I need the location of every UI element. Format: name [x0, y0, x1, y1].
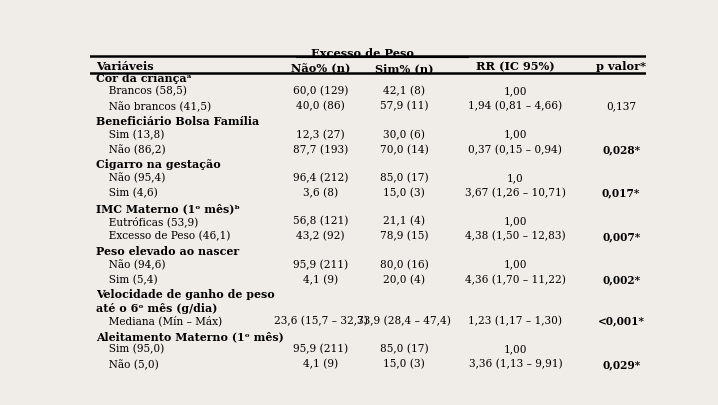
Text: Excesso de Peso (46,1): Excesso de Peso (46,1) [102, 231, 230, 242]
Text: até o 6ᵒ mês (g/dia): até o 6ᵒ mês (g/dia) [96, 303, 218, 313]
Text: 85,0 (17): 85,0 (17) [380, 173, 429, 183]
Text: 96,4 (212): 96,4 (212) [293, 173, 348, 183]
Text: Cigarro na gestação: Cigarro na gestação [96, 160, 221, 171]
Text: Cor da criançaᵃ: Cor da criançaᵃ [96, 73, 192, 84]
Text: 30,0 (6): 30,0 (6) [383, 130, 425, 140]
Text: 4,1 (9): 4,1 (9) [303, 359, 338, 370]
Text: 33,9 (28,4 – 47,4): 33,9 (28,4 – 47,4) [358, 316, 451, 326]
Text: Mediana (Mín – Máx): Mediana (Mín – Máx) [102, 316, 222, 326]
Text: 56,8 (121): 56,8 (121) [293, 216, 348, 226]
Text: 78,9 (15): 78,9 (15) [380, 231, 429, 242]
Text: Sim (13,8): Sim (13,8) [102, 130, 164, 140]
Text: Variáveis: Variáveis [96, 61, 154, 72]
Text: Sim (4,6): Sim (4,6) [102, 188, 158, 198]
Text: 80,0 (16): 80,0 (16) [380, 260, 429, 270]
Text: p valor*: p valor* [596, 61, 646, 72]
Text: Não (5,0): Não (5,0) [102, 359, 159, 370]
Text: Não (95,4): Não (95,4) [102, 173, 165, 183]
Text: 60,0 (129): 60,0 (129) [293, 86, 348, 96]
Text: 21,1 (4): 21,1 (4) [383, 216, 425, 226]
Text: Não brancos (41,5): Não brancos (41,5) [102, 101, 211, 112]
Text: 0,007*: 0,007* [602, 231, 640, 242]
Text: 70,0 (14): 70,0 (14) [380, 145, 429, 155]
Text: 4,38 (1,50 – 12,83): 4,38 (1,50 – 12,83) [465, 231, 566, 242]
Text: Beneficiário Bolsa Família: Beneficiário Bolsa Família [96, 116, 260, 127]
Text: 0,002*: 0,002* [602, 274, 640, 286]
Text: <0,001*: <0,001* [597, 315, 645, 327]
Text: IMC Materno (1ᵒ mês)ᵇ: IMC Materno (1ᵒ mês)ᵇ [96, 203, 241, 214]
Text: 4,1 (9): 4,1 (9) [303, 275, 338, 285]
Text: 23,6 (15,7 – 32,7): 23,6 (15,7 – 32,7) [274, 316, 368, 326]
Text: 0,017*: 0,017* [602, 188, 640, 198]
Text: 4,36 (1,70 – 11,22): 4,36 (1,70 – 11,22) [465, 275, 566, 285]
Text: 95,9 (211): 95,9 (211) [293, 260, 348, 270]
Text: 1,0: 1,0 [507, 173, 524, 183]
Text: Não% (n): Não% (n) [291, 63, 350, 75]
Text: 0,029*: 0,029* [602, 359, 640, 370]
Text: 0,37 (0,15 – 0,94): 0,37 (0,15 – 0,94) [469, 145, 562, 155]
Text: 1,94 (0,81 – 4,66): 1,94 (0,81 – 4,66) [468, 101, 562, 112]
Text: 1,23 (1,17 – 1,30): 1,23 (1,17 – 1,30) [468, 316, 562, 326]
Text: Não (86,2): Não (86,2) [102, 145, 166, 155]
Text: 3,67 (1,26 – 10,71): 3,67 (1,26 – 10,71) [465, 188, 566, 198]
Text: 3,6 (8): 3,6 (8) [303, 188, 338, 198]
Text: 57,9 (11): 57,9 (11) [380, 101, 429, 112]
Text: Brancos (58,5): Brancos (58,5) [102, 86, 187, 96]
Text: 1,00: 1,00 [504, 130, 527, 140]
Text: 0,137: 0,137 [606, 101, 636, 111]
Text: 1,00: 1,00 [504, 260, 527, 270]
Text: 15,0 (3): 15,0 (3) [383, 359, 425, 370]
Text: RR (IC 95%): RR (IC 95%) [476, 61, 555, 72]
Text: 3,36 (1,13 – 9,91): 3,36 (1,13 – 9,91) [469, 359, 562, 370]
Text: Aleitamento Materno (1ᵒ mês): Aleitamento Materno (1ᵒ mês) [96, 331, 284, 342]
Text: Excesso de Peso: Excesso de Peso [311, 48, 414, 59]
Text: Não (94,6): Não (94,6) [102, 259, 165, 270]
Text: 40,0 (86): 40,0 (86) [297, 101, 345, 112]
Text: 0,028*: 0,028* [602, 144, 640, 155]
Text: 85,0 (17): 85,0 (17) [380, 344, 429, 354]
Text: 42,1 (8): 42,1 (8) [383, 86, 425, 96]
Text: 1,00: 1,00 [504, 216, 527, 226]
Text: 12,3 (27): 12,3 (27) [297, 130, 345, 140]
Text: Sim% (n): Sim% (n) [375, 63, 434, 75]
Text: Velocidade de ganho de peso: Velocidade de ganho de peso [96, 290, 275, 301]
Text: 1,00: 1,00 [504, 86, 527, 96]
Text: 95,9 (211): 95,9 (211) [293, 344, 348, 354]
Text: 15,0 (3): 15,0 (3) [383, 188, 425, 198]
Text: Sim (5,4): Sim (5,4) [102, 275, 158, 285]
Text: Eutróficas (53,9): Eutróficas (53,9) [102, 216, 198, 227]
Text: 20,0 (4): 20,0 (4) [383, 275, 425, 285]
Text: 87,7 (193): 87,7 (193) [293, 145, 348, 155]
Text: 1,00: 1,00 [504, 344, 527, 354]
Text: Sim (95,0): Sim (95,0) [102, 344, 164, 354]
Text: 43,2 (92): 43,2 (92) [297, 231, 345, 242]
Text: Peso elevado ao nascer: Peso elevado ao nascer [96, 246, 240, 257]
